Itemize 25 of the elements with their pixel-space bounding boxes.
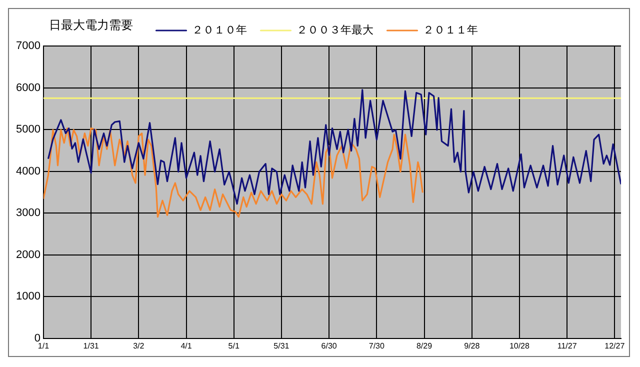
x-tick-label: 12/27 [604,341,626,350]
x-tick-label: 8/29 [416,341,433,350]
legend-label: ２０１１年 [422,24,478,37]
legend-label: ２０１０年 [192,24,247,37]
x-tick-label: 4/1 [180,341,192,350]
y-tick-label: 0 [34,332,40,344]
x-tick-label: 1/31 [83,341,100,350]
y-tick-label: 6000 [16,82,40,94]
x-tick-label: 5/31 [274,341,290,350]
y-tick-label: 7000 [16,40,40,52]
legend-label: ２００３年最大 [296,24,374,37]
x-tick-label: 6/30 [321,341,338,350]
y-tick-label: 3000 [16,207,40,220]
y-tick-label: 1000 [16,290,40,303]
y-tick-label: 2000 [16,248,40,261]
x-tick-label: 9/28 [464,341,480,350]
x-tick-label: 10/28 [509,341,530,350]
y-tick-label: 4000 [16,165,40,178]
x-tick-label: 7/30 [368,341,385,350]
x-tick-label: 3/2 [133,341,145,350]
x-tick-label: 5/1 [228,341,240,350]
chart-title: 日最大電力需要 [49,17,133,34]
y-tick-label: 5000 [16,124,40,136]
x-tick-label: 1/1 [38,341,50,350]
x-tick-label: 11/27 [557,341,578,350]
